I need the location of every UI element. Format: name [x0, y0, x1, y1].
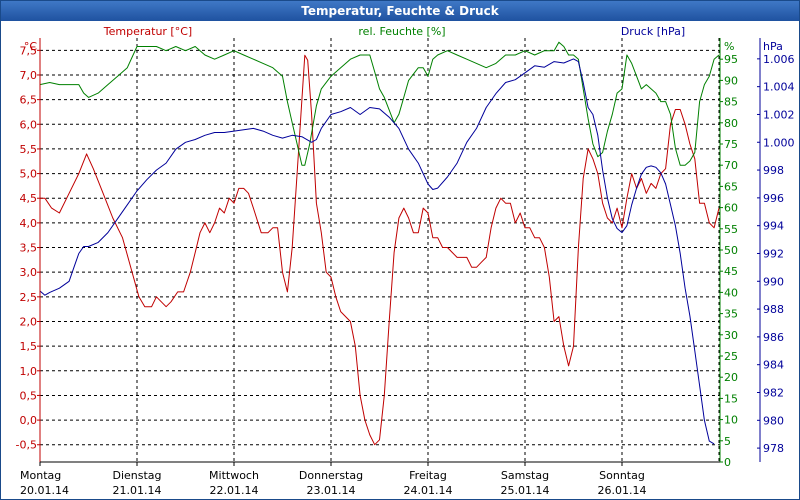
- temperature-tick-label: 3,5: [20, 242, 38, 255]
- temperature-series-line: [40, 54, 720, 446]
- title-bar: Temperatur, Feuchte & Druck: [1, 1, 799, 21]
- pressure-tick-label: 982: [763, 386, 784, 399]
- pressure-series-line: [39, 58, 715, 445]
- humidity-series-line: [39, 41, 720, 166]
- pressure-axis: 1.006 1.004 1.002 1.000 998 996 994 992 990 988 98…: [757, 53, 795, 455]
- temperature-tick-label: 1,5: [20, 340, 38, 353]
- humidity-tick-label: 80: [724, 117, 738, 130]
- humidity-tick-label: 40: [724, 286, 738, 299]
- x-day-label: Mittwoch: [209, 469, 259, 482]
- pressure-tick-label: 978: [763, 442, 784, 455]
- temperature-tick-label: 2,5: [20, 291, 38, 304]
- plot-frame: [39, 38, 761, 463]
- pressure-tick-label: 1.000: [763, 136, 795, 149]
- pressure-tick-label: 986: [763, 331, 784, 344]
- temperature-tick-label: 7,5: [20, 44, 38, 57]
- temperature-axis: 7,5 7,0 6,5 6,0 5,5 5,0 4,5 4,0 3,5 3,0 2,5 2,0 1,5 1…: [16, 44, 40, 452]
- pressure-tick-label: 994: [763, 220, 784, 233]
- temperature-tick-label: 5,0: [20, 168, 38, 181]
- humidity-tick-label: 45: [724, 265, 738, 278]
- pressure-tick-label: 992: [763, 247, 784, 260]
- x-date-label: 25.01.14: [501, 484, 550, 497]
- temperature-tick-label: 4,5: [20, 192, 38, 205]
- temperature-tick-label: 4,0: [20, 217, 38, 230]
- temperature-axis-label: Temperatur [°C]: [103, 25, 192, 38]
- humidity-tick-label: 20: [724, 371, 738, 384]
- series-lines: [39, 41, 720, 446]
- temperature-tick-label: 0,0: [20, 414, 38, 427]
- temperature-tick-label: 3,0: [20, 266, 38, 279]
- x-day-label: Dienstag: [112, 469, 161, 482]
- x-date-label: 24.01.14: [404, 484, 453, 497]
- humidity-tick-label: 90: [724, 74, 738, 87]
- humidity-tick-label: 60: [724, 202, 738, 215]
- pressure-tick-label: 996: [763, 192, 784, 205]
- pressure-axis-label: Druck [hPa]: [621, 25, 685, 38]
- temperature-tick-label: -0,5: [16, 439, 37, 452]
- temperature-unit: °C: [24, 40, 38, 53]
- humidity-tick-label: 55: [724, 223, 738, 236]
- x-day-label: Montag: [20, 469, 61, 482]
- humidity-tick-label: 15: [724, 392, 738, 405]
- humidity-unit: %: [724, 40, 734, 53]
- humidity-axis-label: rel. Feuchte [%]: [358, 25, 445, 38]
- pressure-tick-label: 1.004: [763, 81, 795, 94]
- humidity-tick-label: 95: [724, 53, 738, 66]
- pressure-tick-label: 980: [763, 414, 784, 427]
- humidity-tick-label: 85: [724, 96, 738, 109]
- temperature-tick-label: 6,0: [20, 118, 38, 131]
- temperature-tick-label: 1,0: [20, 365, 38, 378]
- x-day-label: Samstag: [501, 469, 549, 482]
- humidity-tick-label: 10: [724, 414, 738, 427]
- humidity-tick-label: 35: [724, 308, 738, 321]
- x-date-label: 20.01.14: [20, 484, 69, 497]
- chart-title: Temperatur, Feuchte & Druck: [301, 4, 499, 18]
- x-date-label: 21.01.14: [113, 484, 162, 497]
- pressure-tick-label: 988: [763, 303, 784, 316]
- humidity-tick-label: 50: [724, 244, 738, 257]
- x-day-label: Sonntag: [599, 469, 645, 482]
- grid: [40, 38, 720, 462]
- x-date-label: 23.01.14: [307, 484, 356, 497]
- x-day-label: Donnerstag: [299, 469, 363, 482]
- humidity-tick-label: 5: [724, 435, 731, 448]
- x-date-label: 22.01.14: [210, 484, 259, 497]
- temperature-tick-label: 6,5: [20, 94, 38, 107]
- x-date-label: 26.01.14: [598, 484, 647, 497]
- temperature-tick-label: 2,0: [20, 315, 38, 328]
- humidity-tick-label: 0: [724, 456, 731, 469]
- humidity-tick-label: 30: [724, 329, 738, 342]
- temperature-tick-label: 0,5: [20, 389, 38, 402]
- humidity-tick-label: 70: [724, 159, 738, 172]
- humidity-tick-label: 75: [724, 138, 738, 151]
- pressure-tick-label: 1.006: [763, 53, 795, 66]
- pressure-unit: hPa: [763, 40, 783, 53]
- temperature-tick-label: 7,0: [20, 69, 38, 82]
- humidity-tick-label: 65: [724, 180, 738, 193]
- x-day-label: Freitag: [409, 469, 447, 482]
- x-axis: Montag 20.01.14 Dienstag 21.01.14 Mittwoch 22…: [20, 462, 646, 497]
- temperature-tick-label: 5,5: [20, 143, 38, 156]
- pressure-tick-label: 998: [763, 164, 784, 177]
- humidity-tick-label: 25: [724, 350, 738, 363]
- pressure-tick-label: 990: [763, 275, 784, 288]
- pressure-tick-label: 1.002: [763, 108, 795, 121]
- pressure-tick-label: 984: [763, 359, 784, 372]
